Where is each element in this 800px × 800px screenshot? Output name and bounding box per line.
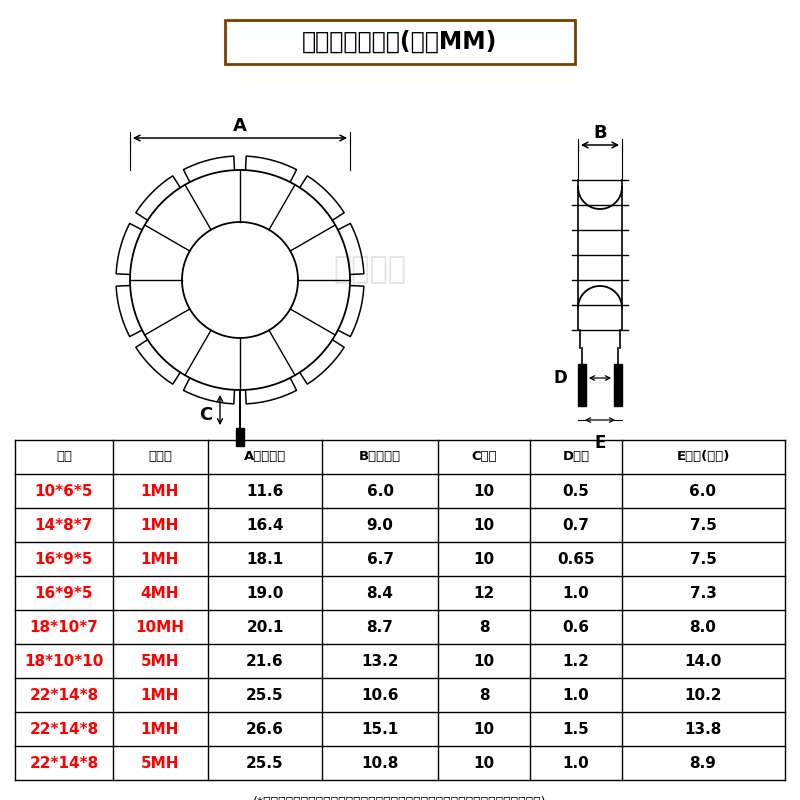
Text: 10: 10 — [474, 551, 494, 566]
Text: 10: 10 — [474, 654, 494, 669]
Text: C: C — [199, 406, 213, 424]
Text: 8: 8 — [478, 687, 490, 702]
Text: 1.0: 1.0 — [562, 755, 590, 770]
Text: 8.4: 8.4 — [366, 586, 394, 601]
Text: 16*9*5: 16*9*5 — [34, 551, 94, 566]
Text: 10MH: 10MH — [135, 619, 185, 634]
Text: 10.8: 10.8 — [362, 755, 398, 770]
Text: 8.9: 8.9 — [690, 755, 717, 770]
Text: 7.5: 7.5 — [690, 518, 717, 533]
Text: 7.3: 7.3 — [690, 586, 717, 601]
Text: 型号: 型号 — [56, 450, 72, 463]
Text: 25.5: 25.5 — [246, 687, 284, 702]
Bar — [614, 364, 622, 406]
Text: B成品厚度: B成品厚度 — [359, 450, 401, 463]
Text: 21.6: 21.6 — [246, 654, 284, 669]
Text: 26.6: 26.6 — [246, 722, 284, 737]
Text: E脚距(可调): E脚距(可调) — [676, 450, 730, 463]
Text: 18.1: 18.1 — [246, 551, 284, 566]
Text: 18*10*10: 18*10*10 — [24, 654, 104, 669]
Text: 6.7: 6.7 — [366, 551, 394, 566]
Text: 10.2: 10.2 — [684, 687, 722, 702]
Text: 10: 10 — [474, 755, 494, 770]
Text: 1.2: 1.2 — [562, 654, 590, 669]
FancyBboxPatch shape — [225, 20, 575, 64]
Text: 1.0: 1.0 — [562, 687, 590, 702]
Text: 22*14*8: 22*14*8 — [30, 687, 98, 702]
Text: 15.1: 15.1 — [362, 722, 398, 737]
Text: 10: 10 — [474, 518, 494, 533]
Text: 0.7: 0.7 — [562, 518, 590, 533]
Text: 22*14*8: 22*14*8 — [30, 755, 98, 770]
Text: 1MH: 1MH — [141, 518, 179, 533]
Text: 0.65: 0.65 — [557, 551, 595, 566]
Bar — [236, 428, 244, 446]
Text: 1.5: 1.5 — [562, 722, 590, 737]
Text: 22*14*8: 22*14*8 — [30, 722, 98, 737]
Text: (*数据为手工测量，由于测量方式不同，略有误差，仅供参考，实际尺寸以实物为准！): (*数据为手工测量，由于测量方式不同，略有误差，仅供参考，实际尺寸以实物为准！) — [254, 795, 546, 800]
Text: A: A — [233, 117, 247, 135]
Text: 10: 10 — [474, 722, 494, 737]
Text: 7.5: 7.5 — [690, 551, 717, 566]
Text: 14*8*7: 14*8*7 — [35, 518, 93, 533]
Text: 8.0: 8.0 — [690, 619, 717, 634]
Text: 6.0: 6.0 — [690, 483, 717, 498]
Text: 8: 8 — [478, 619, 490, 634]
Text: 1MH: 1MH — [141, 551, 179, 566]
Text: 滨红电子: 滨红电子 — [334, 255, 406, 285]
Text: A成品直径: A成品直径 — [244, 450, 286, 463]
Text: 1MH: 1MH — [141, 687, 179, 702]
Text: 10*6*5: 10*6*5 — [34, 483, 94, 498]
Text: 电感量: 电感量 — [148, 450, 172, 463]
Text: B: B — [593, 124, 607, 142]
Text: 0.6: 0.6 — [562, 619, 590, 634]
Text: 10: 10 — [474, 483, 494, 498]
Text: 13.8: 13.8 — [684, 722, 722, 737]
Text: 19.0: 19.0 — [246, 586, 284, 601]
Text: 5MH: 5MH — [141, 755, 179, 770]
Text: 1.0: 1.0 — [562, 586, 590, 601]
Text: 1MH: 1MH — [141, 483, 179, 498]
Text: D: D — [553, 369, 567, 387]
Text: 12: 12 — [474, 586, 494, 601]
Text: D线径: D线径 — [562, 450, 590, 463]
Text: 4MH: 4MH — [141, 586, 179, 601]
Text: 13.2: 13.2 — [362, 654, 398, 669]
Text: 16.4: 16.4 — [246, 518, 284, 533]
Text: 14.0: 14.0 — [684, 654, 722, 669]
Text: 0.5: 0.5 — [562, 483, 590, 498]
Text: 10.6: 10.6 — [362, 687, 398, 702]
Text: 6.0: 6.0 — [366, 483, 394, 498]
Text: 11.6: 11.6 — [246, 483, 284, 498]
Text: 9.0: 9.0 — [366, 518, 394, 533]
Text: 20.1: 20.1 — [246, 619, 284, 634]
Text: 8.7: 8.7 — [366, 619, 394, 634]
Text: 18*10*7: 18*10*7 — [30, 619, 98, 634]
Text: 产品尺寸结构图(单位MM): 产品尺寸结构图(单位MM) — [302, 30, 498, 54]
Text: E: E — [594, 434, 606, 452]
Text: 16*9*5: 16*9*5 — [34, 586, 94, 601]
Text: 1MH: 1MH — [141, 722, 179, 737]
Text: 25.5: 25.5 — [246, 755, 284, 770]
Text: C脚长: C脚长 — [471, 450, 497, 463]
Bar — [578, 364, 586, 406]
Text: 5MH: 5MH — [141, 654, 179, 669]
